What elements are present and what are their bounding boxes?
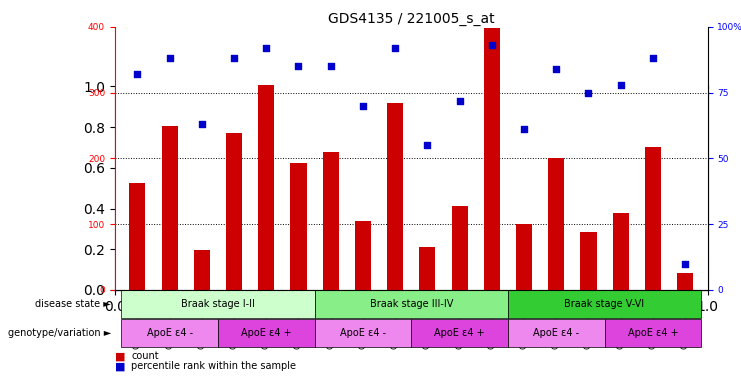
Bar: [419, 247, 436, 290]
Text: Braak stage I-II: Braak stage I-II: [181, 299, 255, 310]
Point: [518, 126, 530, 132]
Text: ApoE ε4 +: ApoE ε4 +: [628, 328, 678, 338]
Bar: [122, 291, 315, 318]
Bar: [315, 319, 411, 347]
Bar: [387, 103, 403, 290]
Point: [389, 45, 401, 51]
Text: disease state ►: disease state ►: [36, 299, 111, 310]
Bar: [645, 147, 661, 290]
Point: [453, 98, 465, 104]
Bar: [194, 250, 210, 290]
Point: [260, 45, 272, 51]
Text: Braak stage V-VI: Braak stage V-VI: [565, 299, 645, 310]
Point: [325, 63, 336, 70]
Bar: [580, 232, 597, 290]
Text: ■: ■: [115, 361, 125, 371]
Bar: [605, 319, 701, 347]
Point: [486, 42, 498, 48]
Point: [357, 103, 369, 109]
Bar: [218, 319, 315, 347]
Bar: [322, 152, 339, 290]
Text: ApoE ε4 +: ApoE ε4 +: [241, 328, 292, 338]
Text: ApoE ε4 -: ApoE ε4 -: [340, 328, 386, 338]
Bar: [315, 291, 508, 318]
Point: [582, 89, 594, 96]
Text: genotype/variation ►: genotype/variation ►: [8, 328, 111, 338]
Point: [293, 63, 305, 70]
Bar: [548, 158, 565, 290]
Point: [679, 260, 691, 266]
Bar: [516, 224, 532, 290]
Bar: [130, 183, 145, 290]
Bar: [226, 133, 242, 290]
Bar: [451, 206, 468, 290]
Bar: [162, 126, 178, 290]
Bar: [677, 273, 693, 290]
Title: GDS4135 / 221005_s_at: GDS4135 / 221005_s_at: [328, 12, 494, 26]
Bar: [613, 213, 628, 290]
Bar: [508, 319, 605, 347]
Point: [422, 142, 433, 148]
Point: [131, 71, 143, 77]
Text: ApoE ε4 -: ApoE ε4 -: [147, 328, 193, 338]
Point: [551, 66, 562, 72]
Point: [647, 55, 659, 61]
Text: percentile rank within the sample: percentile rank within the sample: [131, 361, 296, 371]
Text: ApoE ε4 -: ApoE ε4 -: [534, 328, 579, 338]
Text: ApoE ε4 +: ApoE ε4 +: [434, 328, 485, 338]
Point: [164, 55, 176, 61]
Bar: [411, 319, 508, 347]
Bar: [122, 319, 218, 347]
Point: [228, 55, 240, 61]
Bar: [355, 221, 371, 290]
Bar: [290, 163, 307, 290]
Text: ■: ■: [115, 351, 125, 361]
Text: count: count: [131, 351, 159, 361]
Text: Braak stage III-IV: Braak stage III-IV: [370, 299, 453, 310]
Bar: [258, 85, 274, 290]
Point: [196, 121, 207, 127]
Bar: [508, 291, 701, 318]
Point: [615, 82, 627, 88]
Bar: [484, 28, 500, 290]
